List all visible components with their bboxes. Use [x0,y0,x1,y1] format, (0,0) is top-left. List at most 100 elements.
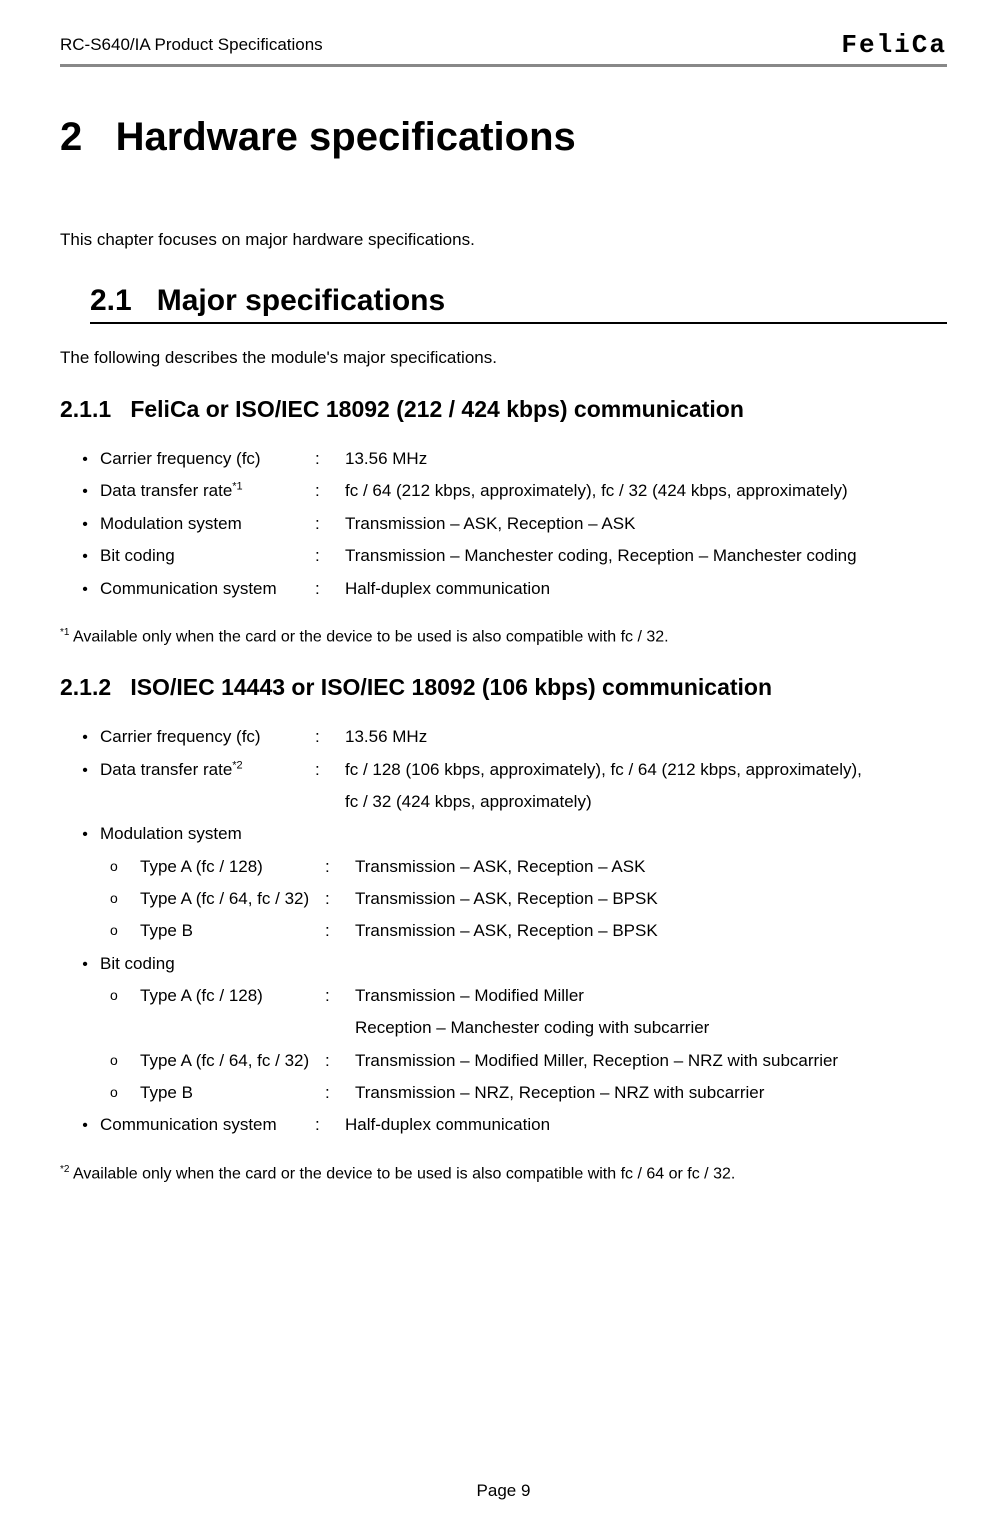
header-rule [60,64,947,67]
sub-label: Type B [140,915,325,947]
section-desc: The following describes the module's maj… [60,348,947,368]
colon: : [315,754,345,786]
bullet-icon [70,443,100,475]
colon: : [325,883,355,915]
section-heading: 2.1 Major specifications [90,284,947,324]
chapter-number: 2 [60,115,82,159]
colon: : [315,540,345,572]
bullet-icon [70,818,100,850]
sub-row: oType A (fc / 128):Transmission – Modifi… [110,980,947,1045]
subsection-1-heading: 2.1.1 FeliCa or ISO/IEC 18092 (212 / 424… [60,396,947,423]
subsection-1-number: 2.1.1 [60,396,111,422]
bullet-icon [70,540,100,572]
section-title: Major specifications [157,284,445,317]
spec-value: Half-duplex communication [345,573,947,605]
colon: : [315,443,345,475]
bullet-icon [70,475,100,507]
spec-value: fc / 64 (212 kbps, approximately), fc / … [345,475,947,507]
bullet-icon [70,948,100,980]
felica-logo: FeliCa [841,30,947,60]
spec-label: Communication system [100,1109,315,1141]
bullet-icon [70,573,100,605]
footnote-2: *2 Available only when the card or the d… [60,1164,947,1183]
spec-label: Carrier frequency (fc) [100,721,315,753]
footnote-1-text: Available only when the card or the devi… [69,628,668,645]
spec-value: 13.56 MHz [345,721,947,753]
sub-label: Type A (fc / 128) [140,980,325,1012]
spec-label: Carrier frequency (fc) [100,443,315,475]
colon: : [315,721,345,753]
spec-value: Half-duplex communication [345,1109,947,1141]
section-number: 2.1 [90,284,132,317]
spec-row: Modulation system [70,818,947,850]
spec-label: Bit coding [100,948,315,980]
spec-value: Transmission – ASK, Reception – ASK [345,508,947,540]
circle-bullet-icon: o [110,851,140,880]
spec-row: Carrier frequency (fc) : 13.56 MHz [70,721,947,753]
spec-row: Communication system:Half-duplex communi… [70,573,947,605]
colon: : [325,980,355,1012]
circle-bullet-icon: o [110,1077,140,1106]
chapter-title: Hardware specifications [116,115,576,159]
spec-value: fc / 128 (106 kbps, approximately), fc /… [345,754,947,819]
spec-label: Data transfer rate*1 [100,475,315,507]
chapter-intro: This chapter focuses on major hardware s… [60,230,947,250]
doc-header: RC-S640/IA Product Specifications FeliCa [60,30,947,64]
bullet-icon [70,1109,100,1141]
circle-bullet-icon: o [110,883,140,912]
colon: : [325,1045,355,1077]
bitcoding-sub-list: oType A (fc / 128):Transmission – Modifi… [110,980,947,1109]
spec-row: Modulation system:Transmission – ASK, Re… [70,508,947,540]
circle-bullet-icon: o [110,1045,140,1074]
sub-label: Type A (fc / 64, fc / 32) [140,883,325,915]
sub-row: oType A (fc / 64, fc / 32):Transmission … [110,1045,947,1077]
footnote-1: *1 Available only when the card or the d… [60,627,947,646]
spec-label: Communication system [100,573,315,605]
subsection-2-number: 2.1.2 [60,674,111,700]
doc-title: RC-S640/IA Product Specifications [60,35,323,55]
sub-value: Transmission – Modified Miller, Receptio… [355,1045,947,1077]
sub-row: oType B:Transmission – ASK, Reception – … [110,915,947,947]
page-number: Page 9 [0,1481,1007,1501]
colon: : [315,475,345,507]
subsection-2-heading: 2.1.2 ISO/IEC 14443 or ISO/IEC 18092 (10… [60,674,947,701]
colon: : [325,1077,355,1109]
spec-row: Data transfer rate*1:fc / 64 (212 kbps, … [70,475,947,507]
spec-row: Bit coding:Transmission – Manchester cod… [70,540,947,572]
bullet-icon [70,508,100,540]
bullet-icon [70,721,100,753]
colon: : [325,915,355,947]
sub-row: oType A (fc / 128):Transmission – ASK, R… [110,851,947,883]
chapter-heading: 2 Hardware specifications [60,115,947,160]
spec-row: Communication system : Half-duplex commu… [70,1109,947,1141]
sub-value: Transmission – ASK, Reception – BPSK [355,883,947,915]
spec-label: Modulation system [100,818,315,850]
sub-value: Transmission – ASK, Reception – ASK [355,851,947,883]
spec-row: Carrier frequency (fc):13.56 MHz [70,443,947,475]
modulation-sub-list: oType A (fc / 128):Transmission – ASK, R… [110,851,947,948]
spec-label: Data transfer rate*2 [100,754,315,786]
spec-value: 13.56 MHz [345,443,947,475]
footnote-2-text: Available only when the card or the devi… [69,1165,735,1182]
spec-row: Data transfer rate*2 : fc / 128 (106 kbp… [70,754,947,819]
colon: : [315,508,345,540]
sub-value: Transmission – Modified MillerReception … [355,980,947,1045]
bullet-icon [70,754,100,786]
sub-row: oType A (fc / 64, fc / 32):Transmission … [110,883,947,915]
spec-list-1: Carrier frequency (fc):13.56 MHzData tra… [70,443,947,605]
sub-label: Type A (fc / 64, fc / 32) [140,1045,325,1077]
spec-list-2: Carrier frequency (fc) : 13.56 MHz Data … [70,721,947,1141]
subsection-1-title: FeliCa or ISO/IEC 18092 (212 / 424 kbps)… [130,396,744,422]
sub-value: Transmission – ASK, Reception – BPSK [355,915,947,947]
spec-label: Bit coding [100,540,315,572]
spec-value: Transmission – Manchester coding, Recept… [345,540,947,572]
colon: : [315,1109,345,1141]
circle-bullet-icon: o [110,980,140,1009]
sub-label: Type B [140,1077,325,1109]
sub-row: oType B:Transmission – NRZ, Reception – … [110,1077,947,1109]
subsection-2-title: ISO/IEC 14443 or ISO/IEC 18092 (106 kbps… [130,674,772,700]
spec-label: Modulation system [100,508,315,540]
spec-row: Bit coding [70,948,947,980]
circle-bullet-icon: o [110,915,140,944]
colon: : [315,573,345,605]
